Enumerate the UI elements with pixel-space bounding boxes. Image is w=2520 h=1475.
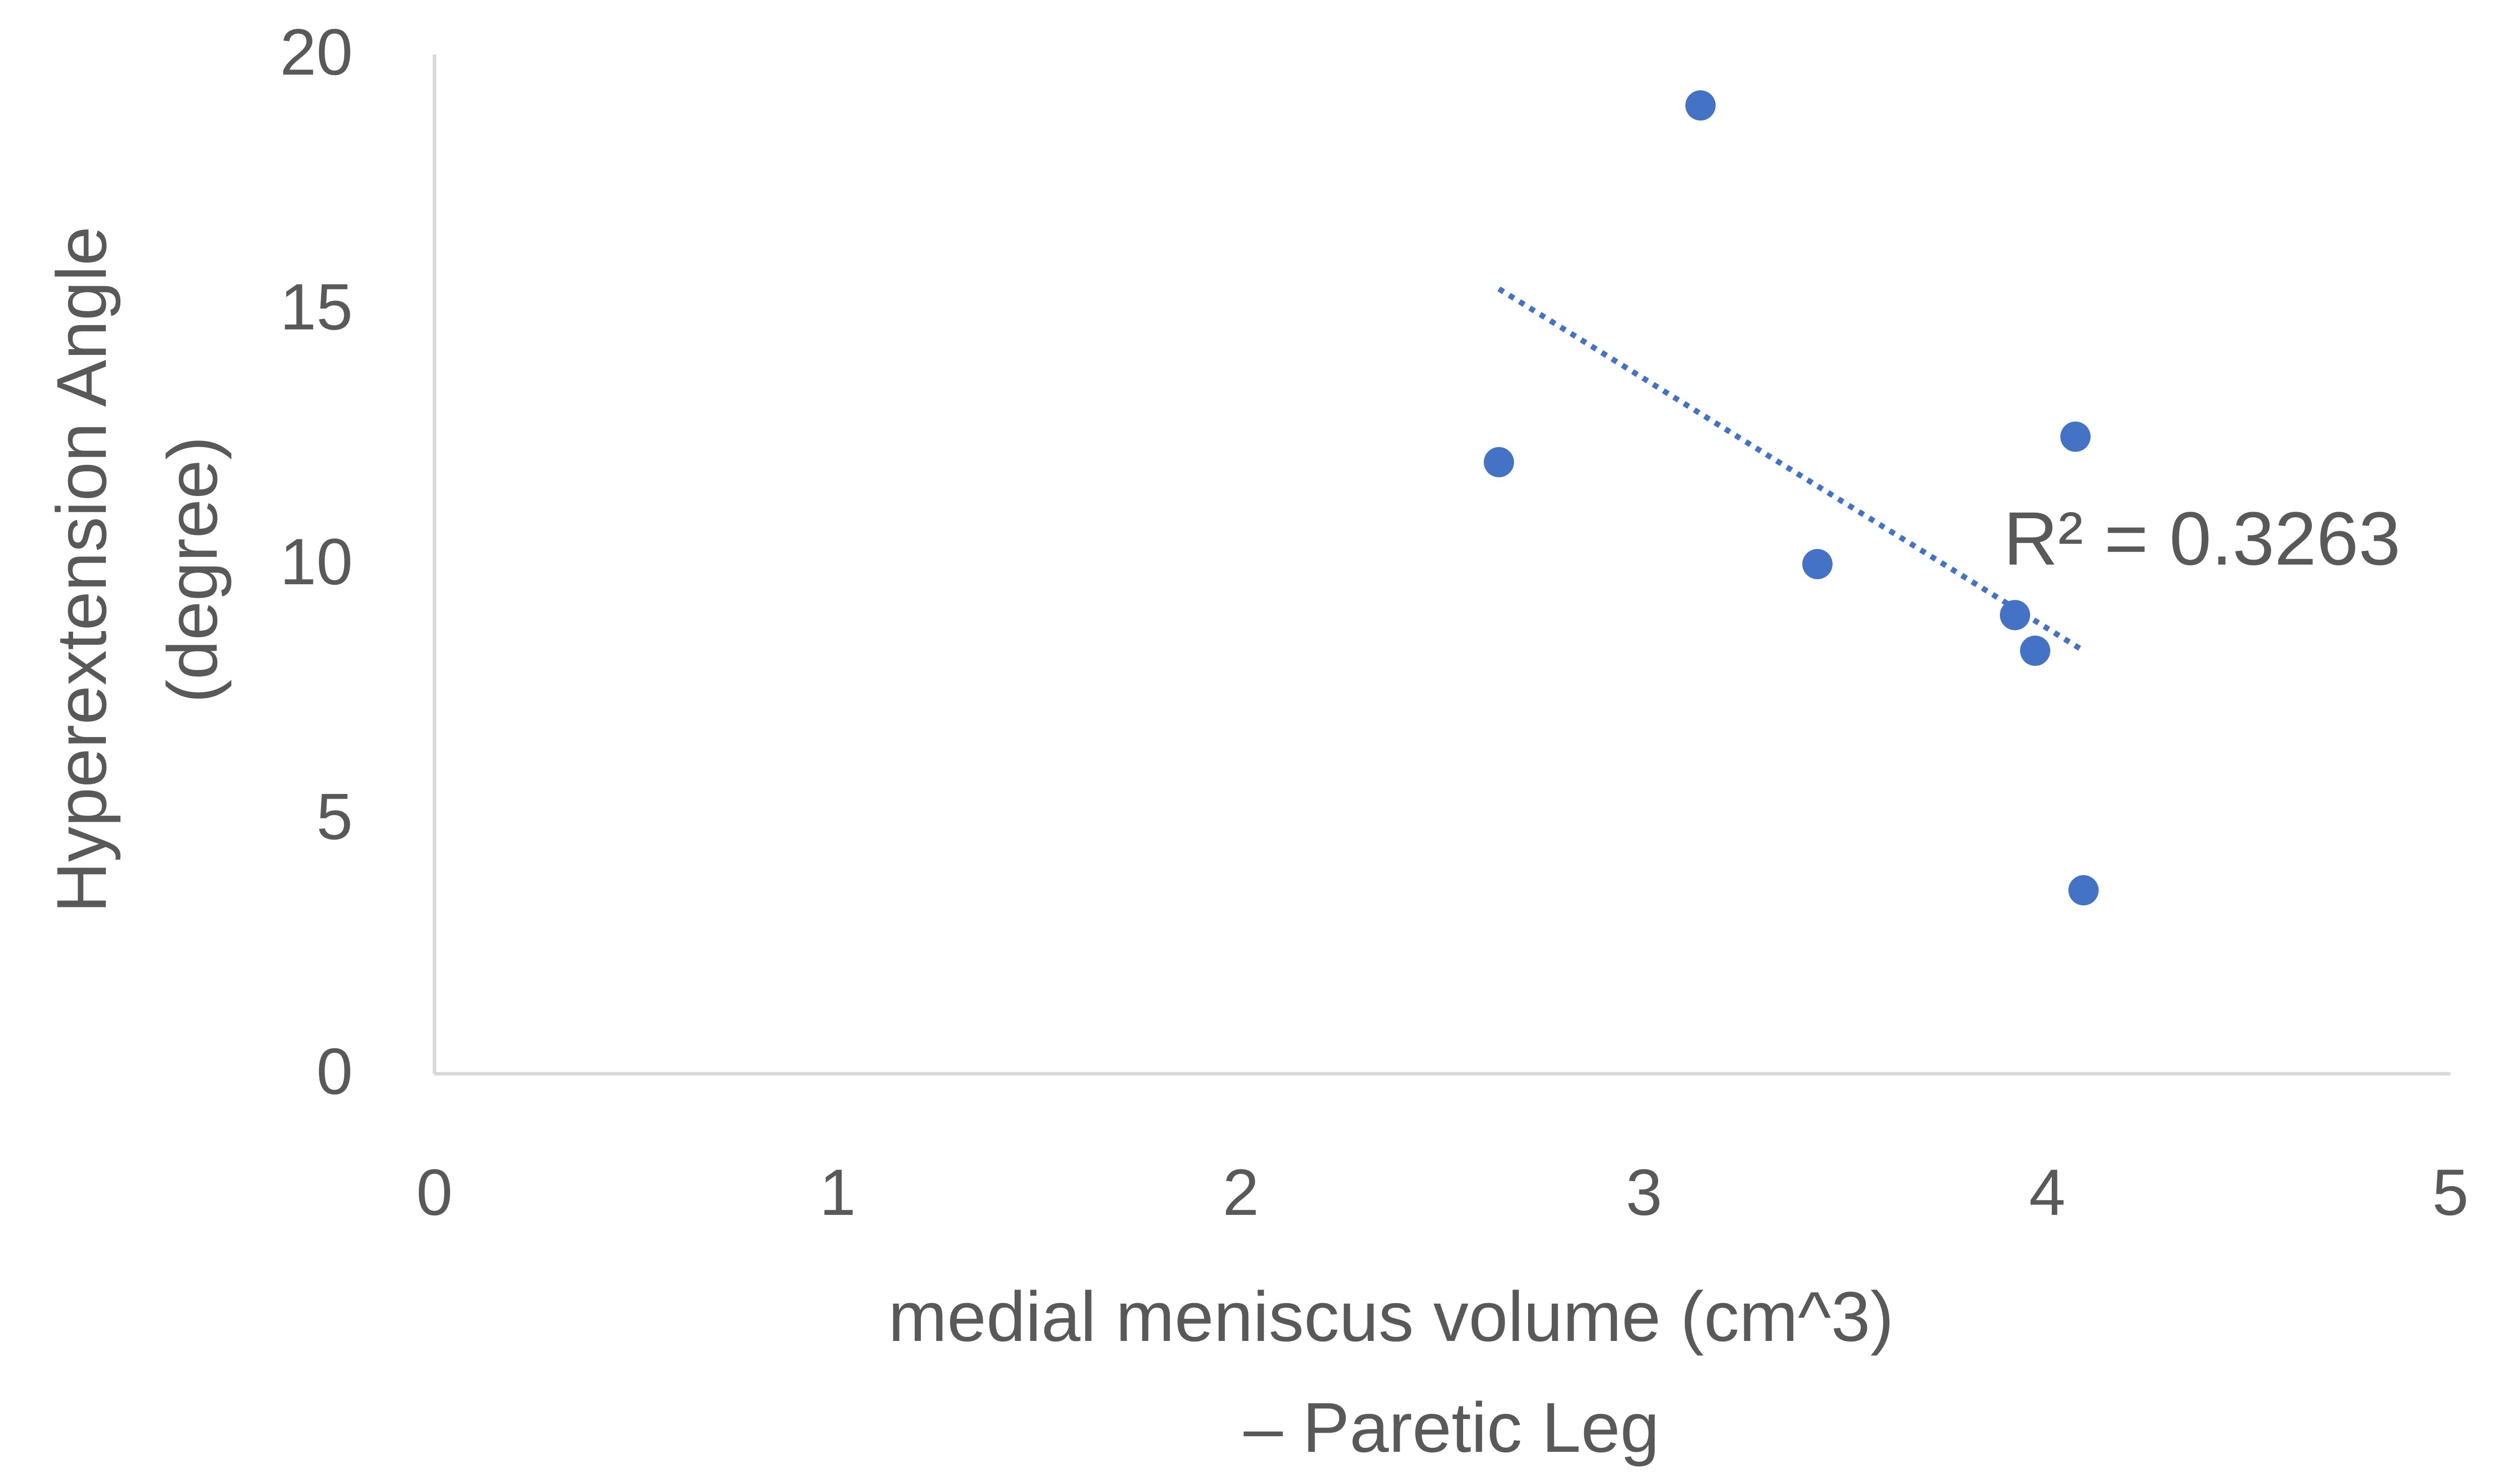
x-tick-label: 3 <box>1626 1155 1662 1229</box>
x-tick-label: 2 <box>1223 1155 1259 1229</box>
axes <box>432 54 2450 1076</box>
trendline-layer: R² = 0.3263 <box>1497 286 2401 653</box>
x-tick-label: 5 <box>2432 1155 2469 1229</box>
data-point <box>2020 635 2050 666</box>
x-axis-title-line-2: – Paretic Leg <box>1244 1388 1660 1467</box>
y-tick-label: 0 <box>317 1034 353 1108</box>
x-tick-label: 1 <box>820 1155 856 1229</box>
data-point <box>1484 447 1514 477</box>
x-axis-title-line-1: medial meniscus volume (cm^3) <box>888 1277 1894 1356</box>
x-tick-label: 4 <box>2029 1155 2065 1229</box>
y-axis-title-line-2: (degree) <box>153 436 232 703</box>
y-axis-title: Hyperextension Angle (degree) <box>42 226 232 913</box>
x-tick-label: 0 <box>416 1155 453 1229</box>
tick-labels: 0 5 10 15 20 0 1 2 3 4 5 <box>280 15 2469 1229</box>
data-point <box>1802 549 1833 579</box>
y-tick-label: 5 <box>317 780 353 853</box>
data-point <box>2060 421 2091 452</box>
y-axis-title-line-1: Hyperextension Angle <box>42 226 121 913</box>
trendline <box>1497 286 2085 653</box>
data-point <box>1685 90 1716 121</box>
axis-labels: medial meniscus volume (cm^3) – Paretic L… <box>42 226 1894 1467</box>
r-squared-annotation: R² = 0.3263 <box>2003 496 2401 581</box>
data-points <box>1484 90 2099 906</box>
y-tick-label: 10 <box>280 525 353 598</box>
data-point <box>2068 875 2099 906</box>
y-tick-label: 20 <box>280 15 353 89</box>
data-point <box>2000 600 2030 631</box>
y-tick-label: 15 <box>280 270 353 344</box>
